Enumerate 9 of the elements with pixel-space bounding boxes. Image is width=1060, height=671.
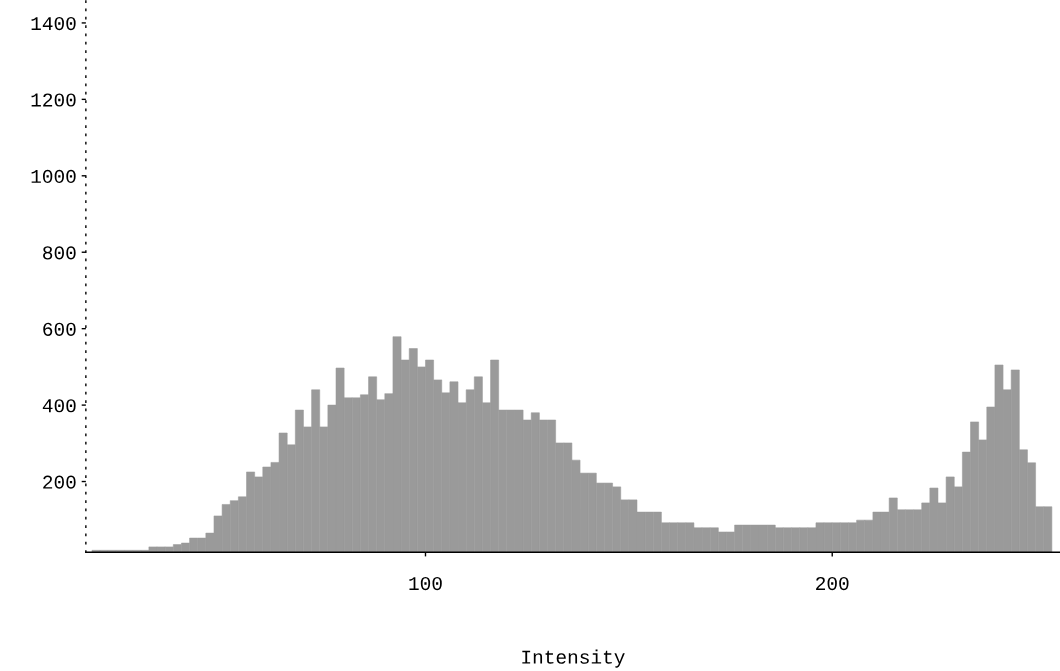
y-tick-label: 1200: [31, 93, 76, 107]
x-tick-label: 100: [409, 576, 442, 591]
y-tick-label: 800: [43, 246, 76, 260]
y-tick-label: 400: [42, 399, 76, 413]
y-tick-label: 200: [43, 475, 76, 489]
x-axis-title: Intensity: [522, 649, 625, 668]
y-tick-label: 1400: [31, 16, 76, 31]
y-tick-label: 1000: [31, 169, 76, 184]
y-tick-label: 600: [43, 322, 76, 336]
